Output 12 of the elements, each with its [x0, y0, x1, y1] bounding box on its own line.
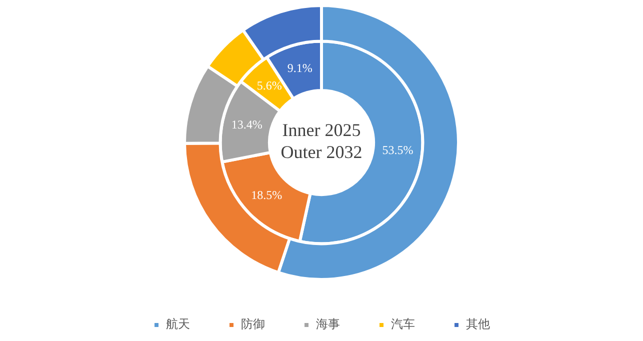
data-label: 5.6%	[256, 78, 282, 92]
legend-label: 汽车	[391, 317, 415, 332]
data-label: 13.4%	[231, 117, 262, 132]
legend-label: 海事	[316, 317, 340, 332]
legend-label: 防御	[241, 317, 265, 332]
data-label: 18.5%	[251, 188, 282, 202]
legend-label: 航天	[166, 317, 190, 332]
legend-label: 其他	[466, 317, 490, 332]
data-label: 53.5%	[382, 142, 414, 157]
text: Outer 2032	[280, 142, 362, 162]
text: Inner 2025	[282, 120, 361, 140]
data-label: 9.1%	[287, 61, 312, 76]
